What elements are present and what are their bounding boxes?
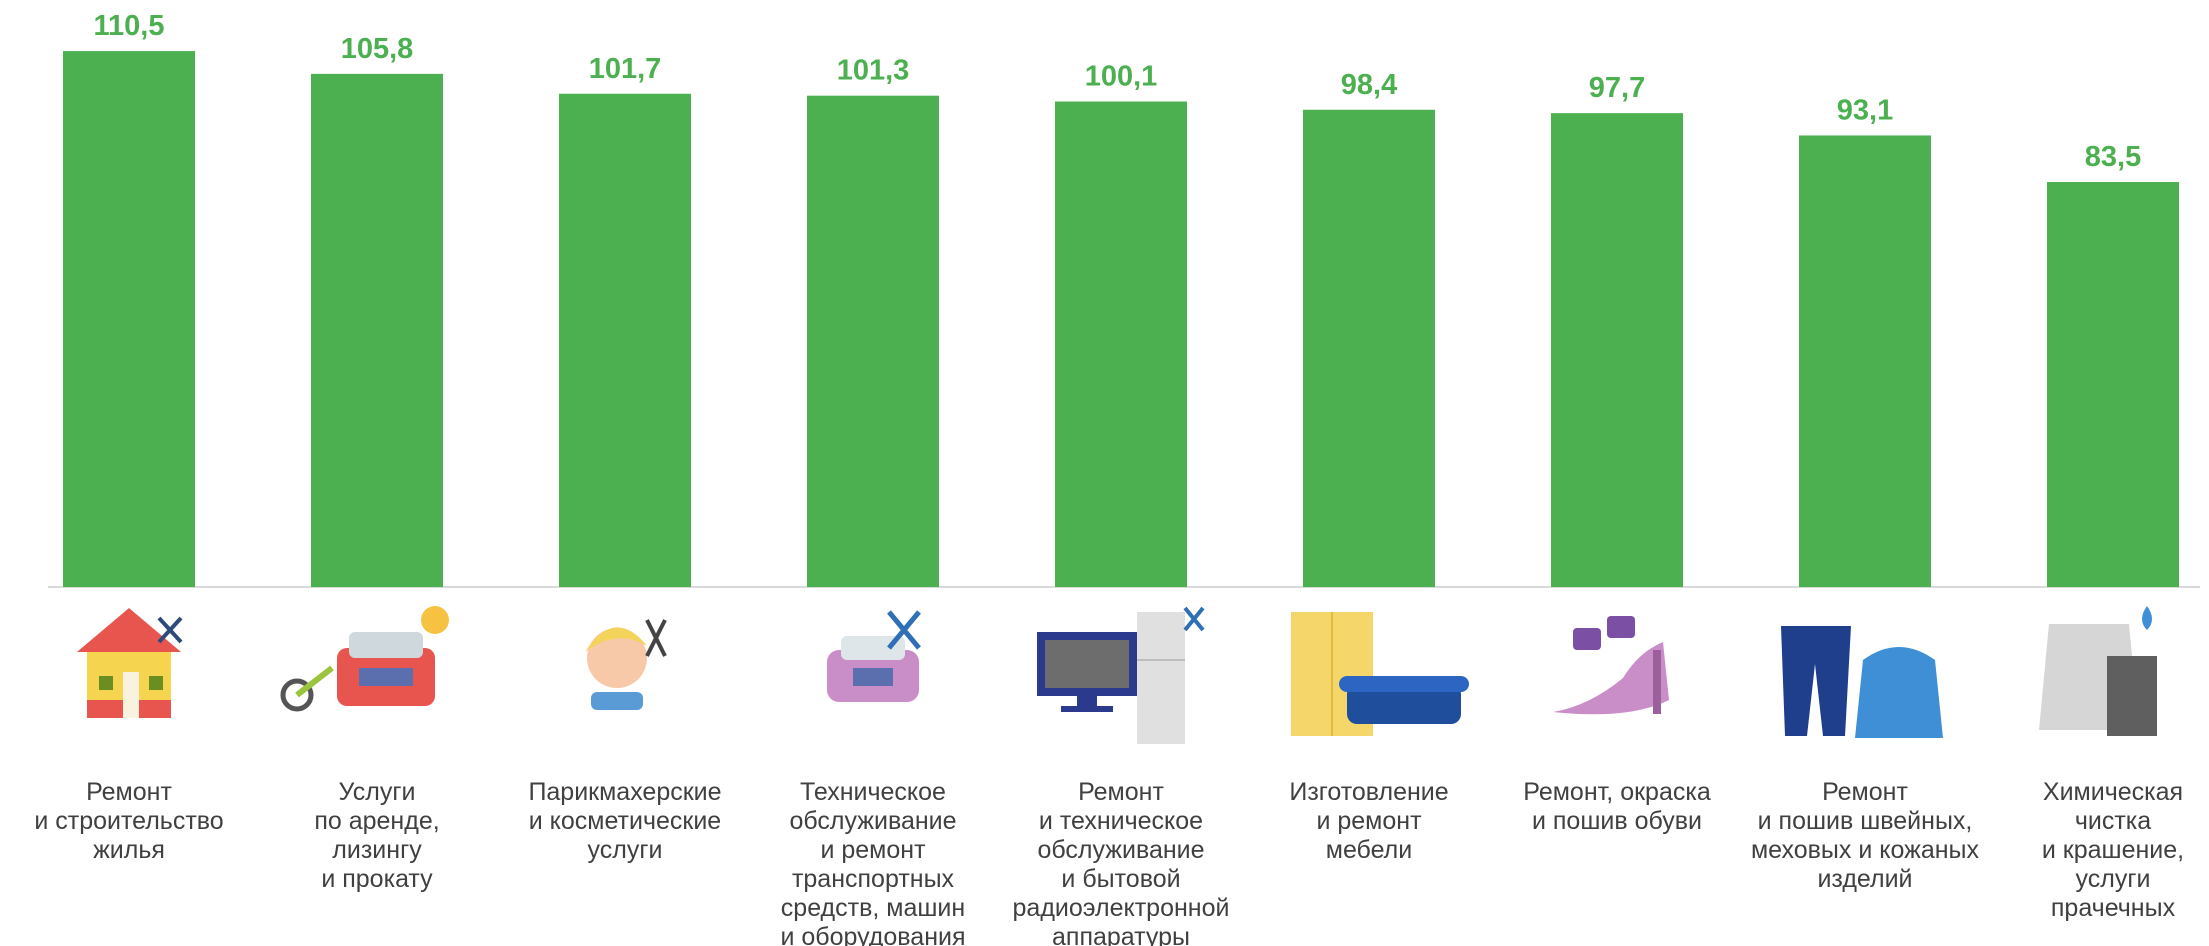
bar — [559, 93, 691, 587]
category-label: Ремонт и строительство жилья — [34, 778, 223, 864]
house-repair-icon — [77, 608, 183, 718]
bar — [807, 95, 939, 587]
dry-cleaning-icon — [2039, 606, 2157, 736]
data-label: 83,5 — [2085, 141, 2141, 173]
data-label: 101,3 — [837, 55, 910, 87]
category-label: Техническое обслуживание и ремонт транспорт… — [780, 778, 965, 946]
data-label: 93,1 — [1837, 94, 1893, 126]
rental-car-bike-icon — [280, 606, 449, 712]
category-label: Химическая чистка и крашение, услуги прачечн… — [2042, 778, 2184, 922]
shoe-repair-icon — [1553, 616, 1669, 715]
data-label: 110,5 — [94, 10, 165, 42]
data-label: 98,4 — [1341, 69, 1397, 101]
furniture-icon — [1291, 612, 1469, 736]
category-label: Ремонт, окраска и пошив обуви — [1523, 778, 1711, 835]
bar — [1799, 135, 1931, 587]
data-label: 101,7 — [589, 53, 662, 85]
tv-fridge-repair-icon — [1037, 606, 1205, 744]
bar — [63, 51, 195, 587]
bar — [2047, 182, 2179, 587]
category-label: Услуги по аренде, лизингу и прокату — [314, 778, 439, 893]
category-label: Парикмахерские и косметические услуги — [528, 778, 721, 864]
data-label: 97,7 — [1589, 72, 1645, 104]
hairdresser-icon — [585, 619, 667, 710]
clothing-repair-icon — [1781, 626, 1943, 738]
category-label: Ремонт и пошив швейных, меховых и кожаных и… — [1751, 778, 1980, 893]
category-label: Изготовление и ремонт мебели — [1289, 778, 1448, 864]
data-label: 100,1 — [1085, 61, 1158, 93]
bar — [1055, 101, 1187, 587]
bar — [1551, 113, 1683, 587]
bar — [1303, 109, 1435, 587]
data-label: 105,8 — [341, 33, 414, 65]
bar — [311, 73, 443, 588]
category-label: Ремонт и техническое обслуживание и бытовой… — [1013, 778, 1230, 946]
car-service-icon — [827, 610, 921, 702]
